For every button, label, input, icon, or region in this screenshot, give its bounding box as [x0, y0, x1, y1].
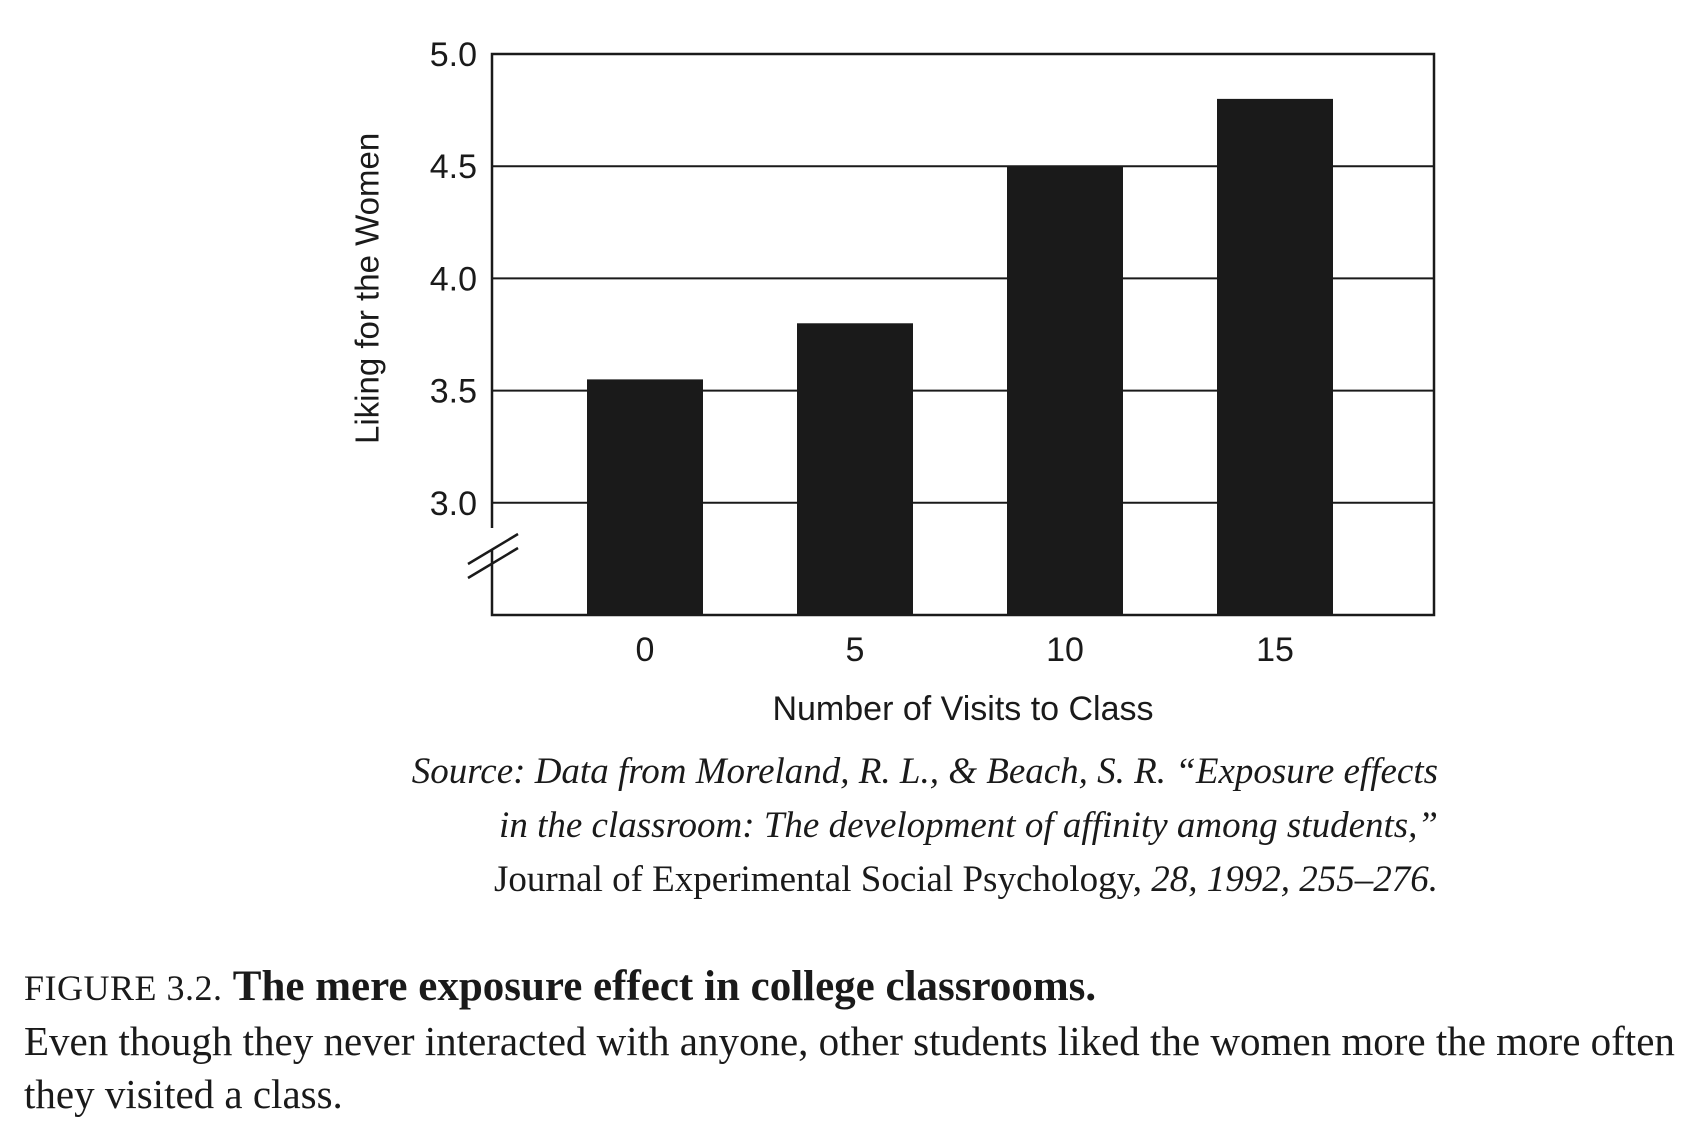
bar: [797, 323, 913, 615]
axis-break-mark: [467, 528, 519, 580]
bar: [587, 379, 703, 615]
y-tick-label: 5.0: [430, 36, 477, 74]
source-line-1: Source: Data from Moreland, R. L., & Bea…: [411, 751, 1438, 792]
source-note: Source: Data from Moreland, R. L., & Bea…: [290, 745, 1438, 907]
bar: [1007, 166, 1123, 615]
x-tick-label: 15: [1256, 631, 1294, 669]
y-tick-label: 4.0: [430, 260, 477, 298]
bars: [587, 98, 1333, 615]
y-tick-labels: 5.0 4.5 4.0 3.5 3.0: [430, 36, 477, 523]
source-line-3: Journal of Experimental Social Psycholog…: [290, 853, 1438, 907]
x-tick-label: 10: [1046, 631, 1084, 669]
y-tick-label: 3.0: [430, 485, 477, 523]
x-axis-label: Number of Visits to Class: [772, 690, 1153, 728]
bar: [1217, 98, 1333, 615]
figure-title: The mere exposure effect in college clas…: [232, 963, 1097, 1010]
source-journal: Journal of Experimental Social Psycholog…: [493, 859, 1142, 900]
x-tick-label: 5: [846, 631, 865, 669]
bar-chart: 5.0 4.5 4.0 3.5 3.0 0 5 10 15 Liking for the Wo…: [349, 36, 1436, 728]
y-tick-label: 3.5: [430, 373, 477, 411]
plot-frame: [490, 52, 1436, 617]
y-tick-label: 4.5: [430, 148, 477, 186]
axis-break-gap: [489, 528, 495, 550]
axis-break-stroke: [467, 546, 519, 580]
figure-description: Even though they never interacted with a…: [24, 1018, 1675, 1117]
x-tick-label: 0: [636, 631, 655, 669]
source-citation: 28, 1992, 255–276.: [1142, 859, 1438, 900]
figure-caption: FIGURE 3.2. The mere exposure effect in …: [24, 960, 1684, 1121]
source-line-2: in the classroom: The development of aff…: [499, 805, 1438, 846]
figure-label: FIGURE 3.2.: [24, 968, 223, 1008]
x-tick-labels: 0 5 10 15: [636, 631, 1294, 669]
axis-break-stroke: [467, 532, 519, 566]
y-axis-label: Liking for the Women: [349, 133, 386, 444]
